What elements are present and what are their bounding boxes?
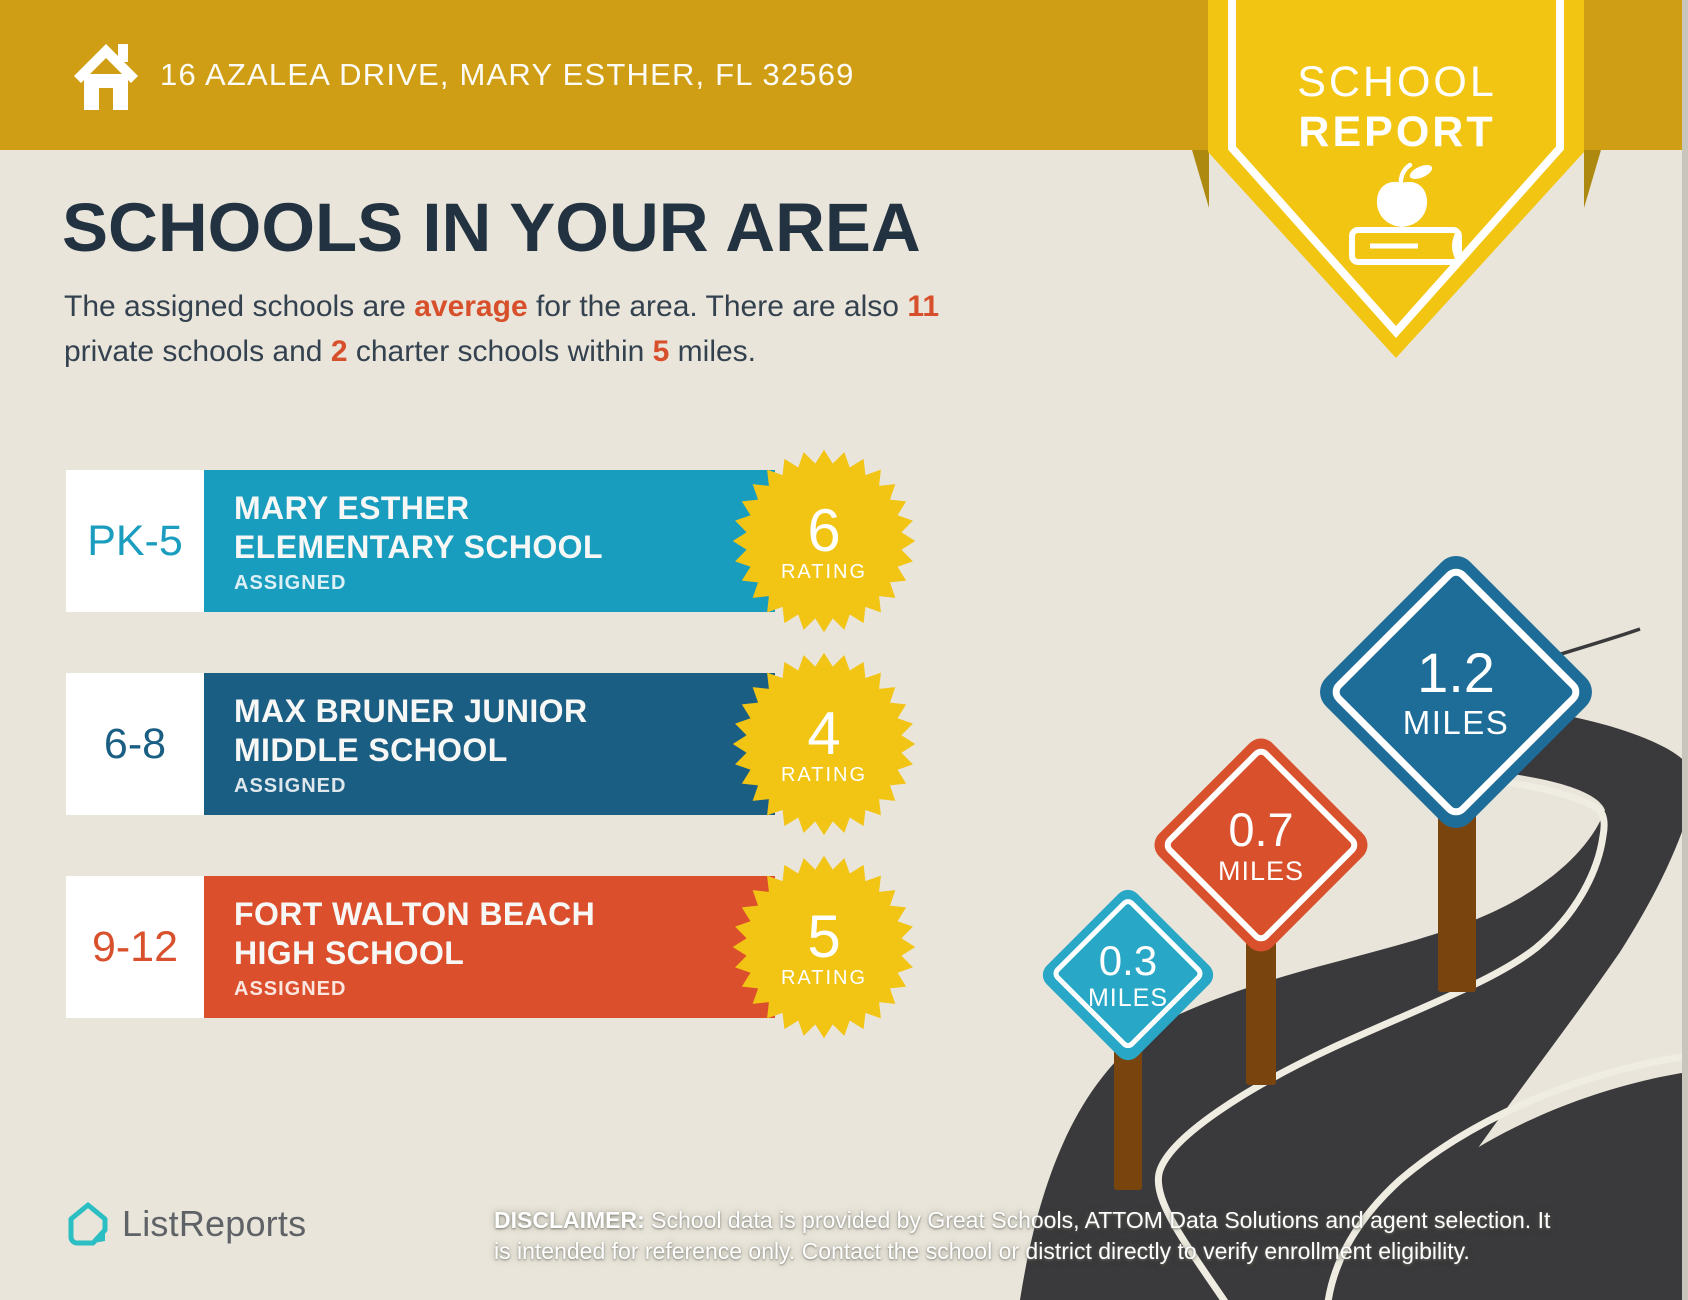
school-name-line2: HIGH SCHOOL	[234, 935, 465, 971]
school-bar: MARY ESTHER ELEMENTARY SCHOOL ASSIGNED	[204, 470, 775, 612]
rating-burst: 5 RATING	[729, 852, 919, 1042]
road-body	[1020, 703, 1688, 1300]
distance-unit: MILES	[1217, 855, 1305, 886]
disclaimer-line2: is intended for reference only. Contact …	[494, 1238, 1470, 1264]
school-name-line1: MARY ESTHER	[234, 490, 470, 526]
distance-sign-near: 0.3 MILES	[1037, 884, 1219, 1066]
school-name-line1: FORT WALTON BEACH	[234, 896, 596, 932]
distance-unit: MILES	[1402, 704, 1510, 741]
page-edge	[1682, 0, 1688, 1300]
disclaimer-label: DISCLAIMER:	[494, 1207, 645, 1233]
distance-value: 0.7	[1228, 802, 1294, 856]
brand-name: ListReports	[122, 1203, 307, 1244]
road-edge-line	[1324, 1052, 1688, 1300]
school-status: ASSIGNED	[234, 572, 347, 594]
disclaimer-text: DISCLAIMER: School data is provided by G…	[494, 1205, 1644, 1267]
school-bar: MAX BRUNER JUNIOR MIDDLE SCHOOL ASSIGNED	[204, 673, 775, 815]
home-icon	[74, 44, 138, 110]
rating-label: RATING	[780, 764, 868, 786]
rating-label: RATING	[780, 561, 868, 583]
intro-highlight-average: average	[414, 290, 528, 323]
school-row-middle: 6-8 MAX BRUNER JUNIOR MIDDLE SCHOOL ASSI…	[66, 652, 1066, 836]
distance-value: 1.2	[1417, 641, 1495, 704]
distance-sign-far: 1.2 MILES	[1311, 547, 1601, 837]
road-lane-line	[1154, 774, 1608, 1300]
intro-segment: for the area. There are also	[527, 290, 908, 323]
grade-range-badge: PK-5	[66, 470, 204, 612]
school-status: ASSIGNED	[234, 978, 347, 1000]
intro-segment: miles.	[669, 335, 757, 368]
rating-value: 4	[807, 700, 841, 767]
ribbon-fold-left	[1192, 150, 1209, 208]
school-report-ribbon: SCHOOL REPORT	[1208, 0, 1586, 362]
distance-value: 0.3	[1098, 936, 1158, 984]
intro-highlight-charter-count: 2	[330, 335, 348, 368]
intro-segment: private schools and	[64, 335, 331, 368]
listreports-logo: ListReports	[64, 1198, 306, 1250]
apple-book-icon	[1349, 162, 1462, 265]
intro-segment: The assigned schools are	[64, 290, 415, 323]
page-title: SCHOOLS IN YOUR AREA	[62, 189, 921, 266]
intro-segment: charter schools within	[347, 335, 653, 368]
distance-unit: MILES	[1087, 983, 1169, 1012]
intro-highlight-private-count: 11	[907, 290, 940, 323]
school-status: ASSIGNED	[234, 775, 347, 797]
ribbon-fold-right	[1584, 150, 1601, 208]
rating-value: 5	[807, 903, 841, 970]
rating-value: 6	[807, 497, 841, 564]
disclaimer-line1: School data is provided by Great Schools…	[644, 1207, 1551, 1233]
rating-burst: 6 RATING	[729, 446, 919, 636]
school-bar: FORT WALTON BEACH HIGH SCHOOL ASSIGNED	[204, 876, 775, 1018]
intro-highlight-miles: 5	[652, 335, 670, 368]
road-foreground-wedge	[1342, 1072, 1688, 1300]
ribbon-title-line2: REPORT	[1298, 108, 1496, 156]
rating-label: RATING	[780, 967, 868, 989]
school-row-elementary: PK-5 MARY ESTHER ELEMENTARY SCHOOL ASSIG…	[66, 449, 1066, 633]
school-name-line2: MIDDLE SCHOOL	[234, 732, 508, 768]
grade-range-badge: 6-8	[66, 673, 204, 815]
ribbon-title-line1: SCHOOL	[1297, 58, 1497, 106]
rating-burst: 4 RATING	[729, 649, 919, 839]
grade-range-badge: 9-12	[66, 876, 204, 1018]
school-name-line1: MAX BRUNER JUNIOR	[234, 693, 588, 729]
school-row-high: 9-12 FORT WALTON BEACH HIGH SCHOOL ASSIG…	[66, 855, 1066, 1039]
school-name-line2: ELEMENTARY SCHOOL	[234, 529, 603, 565]
intro-text: The assigned schools are average for the…	[64, 284, 1104, 374]
listreports-house-icon	[68, 1202, 108, 1246]
property-address: 16 AZALEA DRIVE, MARY ESTHER, FL 32569	[160, 57, 855, 92]
ribbon-shape	[1208, 0, 1584, 358]
distance-sign-mid: 0.7 MILES	[1147, 731, 1375, 959]
